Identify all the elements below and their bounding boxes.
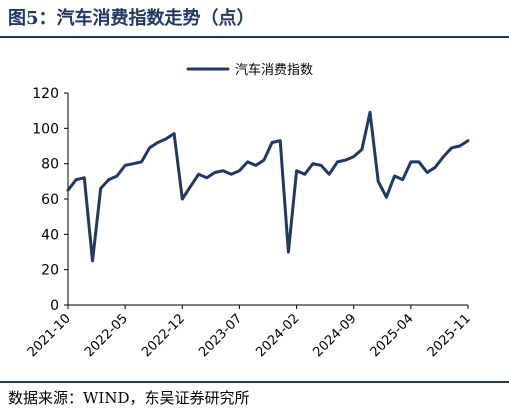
data-point — [467, 139, 470, 142]
data-point — [328, 173, 331, 176]
data-point — [279, 139, 282, 142]
data-point — [246, 160, 249, 163]
data-point — [360, 148, 363, 151]
data-point — [67, 189, 70, 192]
data-point — [83, 176, 86, 179]
x-tick-label: 2023-07 — [196, 311, 245, 360]
data-point — [148, 146, 151, 149]
line-chart: 0 20 40 60 80 100 120 2021-10 2022-05 2022-12 2023… — [25, 62, 474, 360]
x-tick-label: 2024-02 — [253, 311, 302, 360]
data-point — [442, 155, 445, 158]
data-point — [115, 175, 118, 178]
x-tick-label: 2025-04 — [368, 311, 417, 360]
data-point — [393, 175, 396, 178]
x-tick-label: 2021-10 — [25, 311, 74, 360]
x-tick-label: 2024-09 — [311, 311, 360, 360]
data-point — [336, 160, 339, 163]
y-tick-label: 100 — [32, 121, 59, 137]
data-point — [344, 159, 347, 162]
data-point — [124, 164, 127, 167]
y-tick-label: 80 — [41, 157, 59, 173]
data-point — [99, 187, 102, 190]
data-point — [458, 145, 461, 148]
legend-label: 汽车消费指数 — [235, 62, 313, 78]
y-tick-label: 0 — [50, 298, 59, 314]
data-point — [409, 160, 412, 163]
data-point — [303, 173, 306, 176]
data-point — [238, 169, 241, 172]
data-point — [181, 198, 184, 201]
data-point — [213, 171, 216, 174]
data-point — [222, 169, 225, 172]
data-point — [295, 169, 298, 172]
x-tick-label: 2022-05 — [82, 311, 131, 360]
data-point — [173, 132, 176, 135]
data-point — [434, 166, 437, 169]
figure-footer: 数据来源：WIND，东吴证券研究所 — [0, 381, 509, 413]
data-point — [287, 251, 290, 254]
data-point — [369, 111, 372, 114]
data-point — [262, 159, 265, 162]
data-point — [107, 178, 110, 181]
data-point — [132, 162, 135, 165]
data-point — [401, 178, 404, 181]
data-point — [311, 162, 314, 165]
data-point — [197, 173, 200, 176]
data-point — [320, 164, 323, 167]
y-tick-label: 60 — [41, 192, 59, 208]
figure-title-bar: 图5：汽车消费指数走势（点） — [0, 0, 509, 38]
data-point — [426, 171, 429, 174]
data-point — [75, 178, 78, 181]
y-tick-label: 40 — [41, 227, 59, 243]
data-point — [164, 137, 167, 140]
data-point — [254, 164, 257, 167]
x-tick-label: 2022-12 — [139, 311, 188, 360]
y-tick-label: 120 — [32, 86, 59, 102]
data-point — [189, 185, 192, 188]
series-line — [66, 110, 470, 263]
y-tick-label: 20 — [41, 263, 59, 279]
figure-title: 图5：汽车消费指数走势（点） — [8, 8, 255, 29]
data-point — [140, 160, 143, 163]
chart-area: 0 20 40 60 80 100 120 2021-10 2022-05 2022-12 2023… — [0, 38, 509, 381]
source-note: 数据来源：WIND，东吴证券研究所 — [8, 389, 250, 407]
data-point — [205, 176, 208, 179]
data-point — [377, 180, 380, 183]
x-tick-label: 2025-11 — [425, 311, 474, 360]
data-point — [230, 173, 233, 176]
data-point — [450, 146, 453, 149]
data-point — [271, 141, 274, 144]
data-point — [385, 196, 388, 199]
data-point — [91, 259, 94, 262]
data-point — [156, 141, 159, 144]
data-point — [418, 160, 421, 163]
data-point — [352, 155, 355, 158]
